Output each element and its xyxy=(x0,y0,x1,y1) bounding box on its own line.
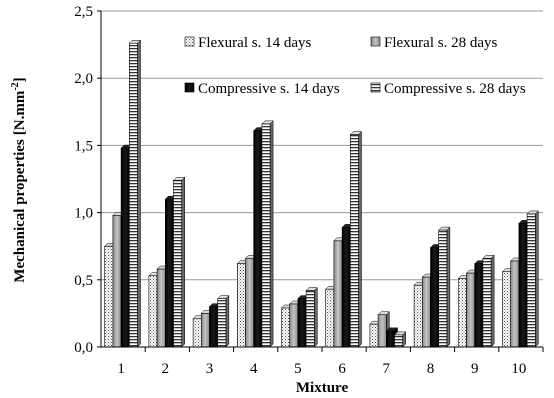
bar xyxy=(413,284,423,348)
y-tick-label: 1,0 xyxy=(74,206,93,222)
x-tick-label: 6 xyxy=(338,361,346,377)
bar-side xyxy=(225,295,230,348)
bar xyxy=(502,271,511,348)
bar xyxy=(120,147,130,348)
bar xyxy=(201,313,210,348)
x-tick-label: 9 xyxy=(471,361,479,377)
legend-swatch xyxy=(370,36,381,47)
legend-label: Flexural s. 14 days xyxy=(198,35,311,51)
bar xyxy=(526,213,536,348)
x-axis-title: Mixture xyxy=(296,380,349,396)
y-tick-labels: 0,0 0,5 1,0 1,5 2,0 2,5 xyxy=(74,4,101,356)
bar xyxy=(377,314,387,348)
legend-label: Compressive s. 14 days xyxy=(198,81,340,97)
bar xyxy=(129,42,138,348)
y-tick-label: 0,5 xyxy=(74,273,93,289)
bar xyxy=(325,288,335,348)
bar xyxy=(112,214,122,348)
bar xyxy=(237,263,246,348)
y-tick-label: 2,5 xyxy=(74,4,93,20)
x-tick-label: 4 xyxy=(250,361,258,377)
bar xyxy=(482,257,492,348)
y-axis-title-unit: [N.mm xyxy=(12,90,28,135)
x-tick-label: 3 xyxy=(206,361,214,377)
y-tick-label: 0,0 xyxy=(74,340,93,356)
bar xyxy=(261,123,271,348)
x-tick-label: 8 xyxy=(427,361,435,377)
bar-side xyxy=(314,286,318,348)
bar xyxy=(349,134,359,348)
y-tick-label: 2,0 xyxy=(74,71,93,87)
bar xyxy=(192,318,202,348)
x-tick-label: 7 xyxy=(383,361,391,377)
bar-side xyxy=(181,176,185,348)
bar xyxy=(341,227,351,348)
legend-swatch xyxy=(184,82,195,93)
bar xyxy=(518,223,528,348)
bar xyxy=(148,275,158,348)
x-tick-label: 10 xyxy=(511,361,526,377)
bar xyxy=(165,198,174,348)
y-axis-title-unit-close: ] xyxy=(12,77,28,82)
bar xyxy=(297,298,307,348)
y-axis-title-main: Mechanical properties xyxy=(12,139,28,283)
legend: Flexural s. 14 days Flexural s. 28 days Co… xyxy=(184,35,526,97)
bar xyxy=(333,240,343,348)
x-tick-label: 5 xyxy=(294,361,302,377)
bar xyxy=(466,272,475,348)
bar xyxy=(457,278,467,348)
bar-side xyxy=(137,39,141,348)
legend-swatch xyxy=(370,82,381,93)
legend-label: Flexural s. 28 days xyxy=(384,35,497,51)
bar xyxy=(173,180,182,348)
x-tick-label: 2 xyxy=(162,361,170,377)
legend-label: Compressive s. 28 days xyxy=(384,81,526,97)
y-axis-title-unit-exp: -2 xyxy=(10,82,21,90)
bar xyxy=(394,334,403,348)
y-axis-title: Mechanical properties [N.mm-2] xyxy=(10,77,28,282)
legend-swatch xyxy=(184,36,195,47)
bar xyxy=(510,260,520,348)
bar-side xyxy=(446,226,451,348)
bar xyxy=(104,245,114,348)
bar xyxy=(369,323,379,348)
bar xyxy=(289,303,299,348)
bar xyxy=(281,307,290,348)
bar xyxy=(217,298,227,348)
bar xyxy=(245,257,254,348)
bar xyxy=(430,247,439,348)
x-tick-label: 1 xyxy=(117,361,125,377)
bar xyxy=(438,229,448,348)
bar xyxy=(474,263,484,348)
y-tick-label: 1,5 xyxy=(74,138,93,154)
bar xyxy=(156,268,166,348)
bar xyxy=(253,130,263,348)
bar xyxy=(385,330,395,348)
bar xyxy=(421,276,431,348)
bar-side xyxy=(358,131,362,348)
bar-side xyxy=(535,210,539,348)
bar xyxy=(209,306,218,348)
bar-side xyxy=(490,254,495,348)
bar xyxy=(305,290,315,348)
bar-side xyxy=(269,120,274,348)
x-tick-labels: 1 2 3 4 5 6 7 8 9 10 xyxy=(117,347,544,377)
